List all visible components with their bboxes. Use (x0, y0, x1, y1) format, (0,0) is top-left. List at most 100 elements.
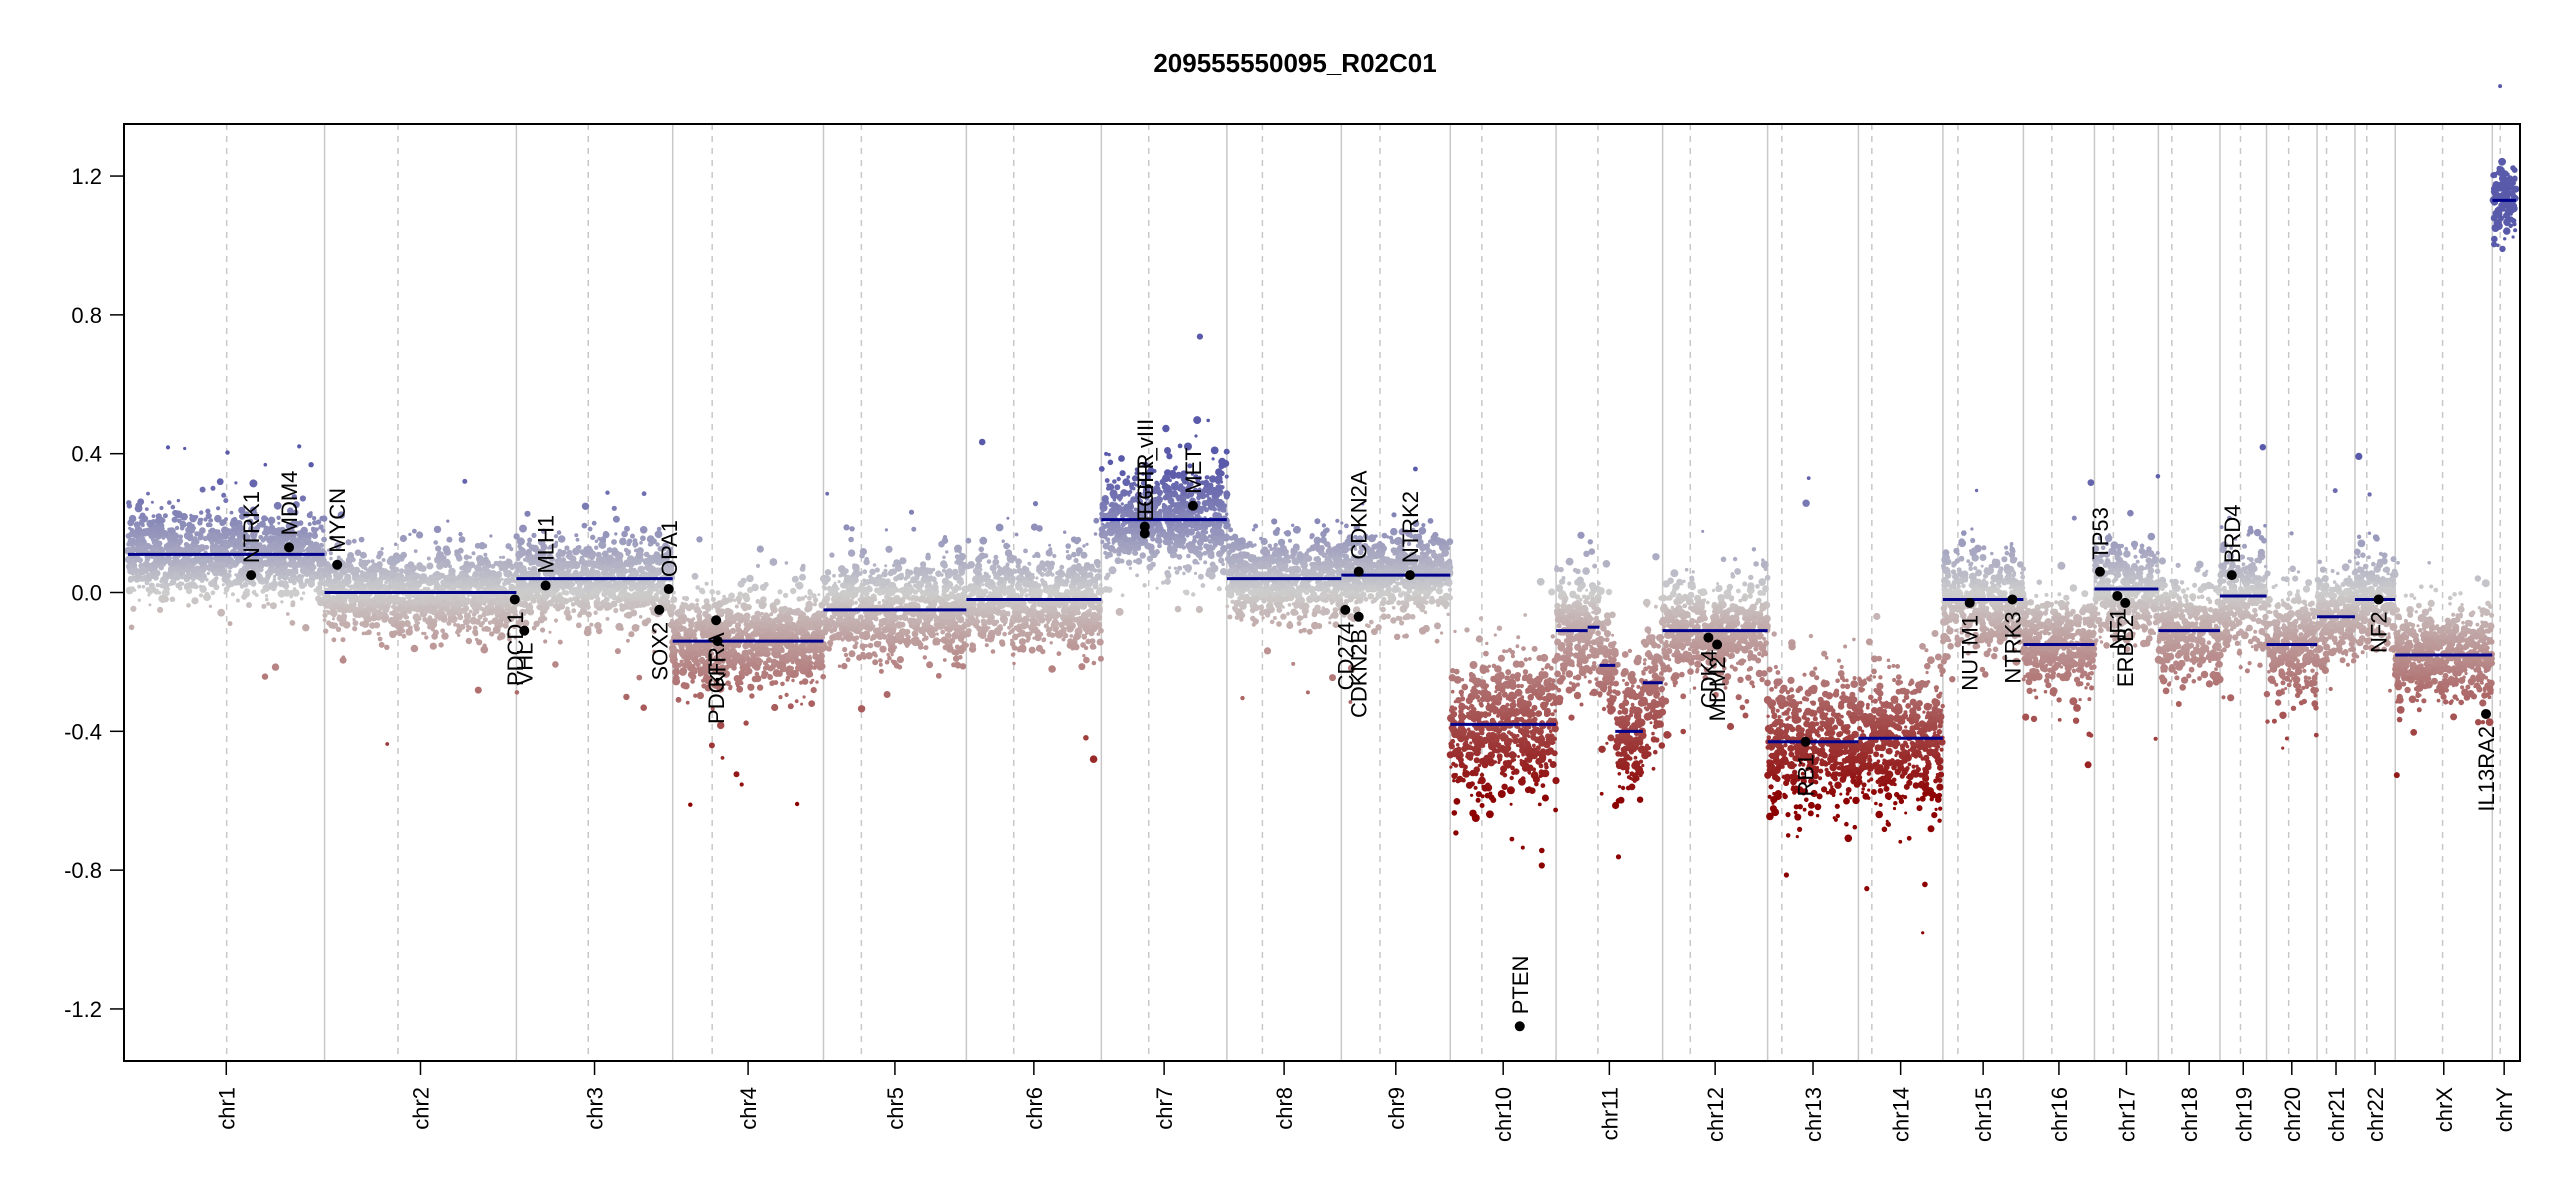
data-point (223, 498, 229, 504)
data-point (440, 628, 446, 634)
data-point (741, 602, 748, 610)
data-point (150, 562, 155, 567)
data-point (733, 771, 740, 778)
data-point (445, 575, 451, 582)
data-point (788, 626, 794, 632)
data-point (260, 588, 266, 594)
data-point (867, 642, 874, 649)
data-point (217, 608, 226, 617)
data-point (612, 580, 619, 587)
data-point (493, 560, 499, 566)
data-point (191, 523, 195, 528)
data-point (458, 536, 466, 543)
data-point (637, 567, 641, 571)
data-point (389, 631, 397, 639)
data-point (528, 561, 534, 566)
data-point (534, 593, 542, 600)
data-point (532, 589, 536, 594)
data-point (489, 631, 495, 637)
data-point (232, 538, 240, 547)
data-point (275, 530, 280, 536)
data-point (407, 561, 415, 568)
data-point (920, 646, 924, 650)
data-point (485, 561, 489, 565)
data-point (881, 571, 888, 578)
data-point (494, 596, 501, 604)
data-point (282, 581, 288, 586)
data-point (601, 568, 608, 576)
data-point (368, 581, 373, 586)
data-point (234, 481, 238, 485)
data-point (771, 703, 779, 712)
data-point (581, 502, 590, 510)
data-point (678, 607, 685, 614)
data-point (482, 617, 488, 623)
data-point (401, 633, 407, 639)
data-point (324, 582, 329, 587)
data-point (664, 594, 670, 600)
data-point (509, 547, 514, 552)
data-point (806, 621, 814, 629)
data-point (782, 592, 789, 599)
data-point (292, 536, 298, 543)
data-point (686, 628, 691, 633)
data-point (762, 665, 768, 671)
data-point (605, 490, 610, 495)
data-point (463, 554, 470, 560)
data-point (148, 603, 152, 607)
data-point (393, 602, 397, 606)
data-point (393, 566, 400, 573)
data-point (422, 616, 428, 623)
data-point (378, 641, 385, 648)
data-point (425, 586, 431, 592)
data-point (625, 593, 631, 599)
data-point (226, 583, 232, 589)
data-point (393, 556, 401, 564)
data-point (438, 642, 444, 648)
data-point (623, 693, 630, 701)
data-point (175, 510, 183, 518)
data-point (747, 683, 755, 691)
data-point (409, 582, 413, 586)
data-point (252, 547, 256, 551)
data-point (594, 611, 598, 615)
data-point (158, 595, 166, 603)
data-point (745, 671, 749, 676)
data-point (935, 672, 942, 679)
data-point (274, 542, 280, 548)
data-point (373, 622, 381, 629)
data-point (208, 580, 215, 587)
data-point (594, 539, 599, 543)
data-point (203, 593, 211, 602)
data-point (171, 516, 178, 523)
data-point (232, 516, 238, 522)
data-point (221, 492, 227, 498)
data-point (594, 570, 599, 575)
data-point (463, 612, 472, 620)
data-point (199, 533, 204, 538)
data-point (254, 593, 259, 597)
data-point (185, 572, 194, 580)
data-point (435, 545, 442, 552)
data-point (228, 569, 232, 574)
data-point (734, 604, 739, 609)
data-point (818, 652, 825, 660)
data-point (557, 535, 566, 543)
data-point (770, 680, 776, 685)
data-point (367, 600, 373, 606)
data-point (640, 558, 645, 562)
data-point (319, 548, 326, 554)
data-point (890, 659, 895, 663)
data-point (247, 519, 254, 526)
data-point (199, 486, 206, 493)
data-point (156, 563, 160, 567)
data-point (498, 562, 507, 571)
data-point (521, 593, 530, 602)
data-point (883, 691, 891, 698)
data-point (746, 574, 754, 583)
data-point (446, 620, 452, 626)
data-point (741, 592, 750, 601)
data-point (172, 556, 176, 560)
data-point (650, 566, 657, 573)
data-point (606, 602, 611, 607)
